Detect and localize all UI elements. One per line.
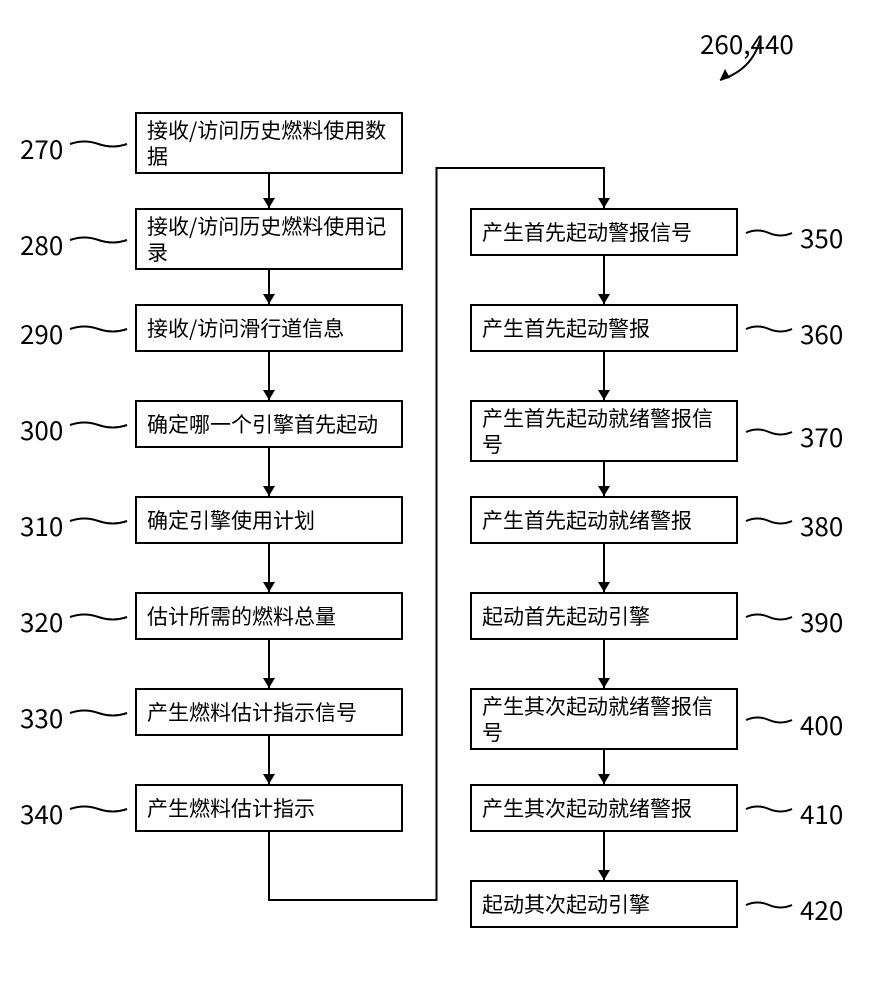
flowchart-node-number: 360: [800, 315, 843, 352]
flowchart-node-text: 产生首先起动就绪警报: [482, 507, 692, 533]
flowchart-node-text: 确定引擎使用计划: [147, 507, 315, 533]
flowchart-node-text: 起动首先起动引擎: [482, 603, 650, 629]
flowchart-node-text: 产生燃料估计指示: [147, 795, 315, 821]
flowchart-node-text: 确定哪一个引擎首先起动: [147, 411, 378, 437]
flowchart-svg: [0, 0, 881, 1000]
flowchart-node-number: 420: [800, 891, 843, 928]
flowchart-node: 产生燃料估计指示信号: [135, 688, 403, 736]
flowchart-stage: 260,440 接收/访问历史燃料使用数据 270 接收/访问历史燃料使用记录 280 接…: [0, 0, 881, 1000]
flowchart-node: 产生首先起动就绪警报信号: [470, 400, 738, 462]
flowchart-node: 确定引擎使用计划: [135, 496, 403, 544]
flowchart-node-number: 400: [800, 706, 843, 743]
flowchart-node-text: 产生首先起动警报信号: [482, 219, 692, 245]
diagram-title-label: 260,440: [700, 25, 794, 62]
flowchart-node: 产生燃料估计指示: [135, 784, 403, 832]
flowchart-node: 接收/访问滑行道信息: [135, 304, 403, 352]
flowchart-node-text: 产生其次起动就绪警报信号: [482, 693, 726, 746]
flowchart-node-number: 370: [800, 418, 843, 455]
flowchart-node: 产生其次起动就绪警报信号: [470, 688, 738, 750]
flowchart-node-number: 290: [20, 315, 63, 352]
flowchart-node: 起动其次起动引擎: [470, 880, 738, 928]
flowchart-node-number: 340: [20, 795, 63, 832]
flowchart-node-text: 产生首先起动就绪警报信号: [482, 405, 726, 458]
flowchart-node-text: 接收/访问历史燃料使用数据: [147, 117, 391, 170]
flowchart-node: 产生首先起动就绪警报: [470, 496, 738, 544]
flowchart-node-text: 产生燃料估计指示信号: [147, 699, 357, 725]
flowchart-node-number: 330: [20, 699, 63, 736]
flowchart-node-text: 接收/访问历史燃料使用记录: [147, 213, 391, 266]
flowchart-node: 接收/访问历史燃料使用数据: [135, 112, 403, 174]
flowchart-node: 估计所需的燃料总量: [135, 592, 403, 640]
flowchart-node-number: 380: [800, 507, 843, 544]
flowchart-node-text: 接收/访问滑行道信息: [147, 315, 344, 341]
flowchart-node-number: 300: [20, 411, 63, 448]
flowchart-node-text: 产生首先起动警报: [482, 315, 650, 341]
flowchart-node: 接收/访问历史燃料使用记录: [135, 208, 403, 270]
flowchart-node-number: 350: [800, 219, 843, 256]
flowchart-node: 确定哪一个引擎首先起动: [135, 400, 403, 448]
flowchart-node-number: 390: [800, 603, 843, 640]
flowchart-node-number: 310: [20, 507, 63, 544]
flowchart-node-number: 410: [800, 795, 843, 832]
flowchart-node: 产生首先起动警报信号: [470, 208, 738, 256]
flowchart-node-number: 320: [20, 603, 63, 640]
flowchart-node: 产生首先起动警报: [470, 304, 738, 352]
flowchart-node: 起动首先起动引擎: [470, 592, 738, 640]
flowchart-node: 产生其次起动就绪警报: [470, 784, 738, 832]
flowchart-node-text: 产生其次起动就绪警报: [482, 795, 692, 821]
flowchart-node-number: 280: [20, 226, 63, 263]
flowchart-node-text: 起动其次起动引擎: [482, 891, 650, 917]
flowchart-node-text: 估计所需的燃料总量: [147, 603, 336, 629]
flowchart-node-number: 270: [20, 130, 63, 167]
